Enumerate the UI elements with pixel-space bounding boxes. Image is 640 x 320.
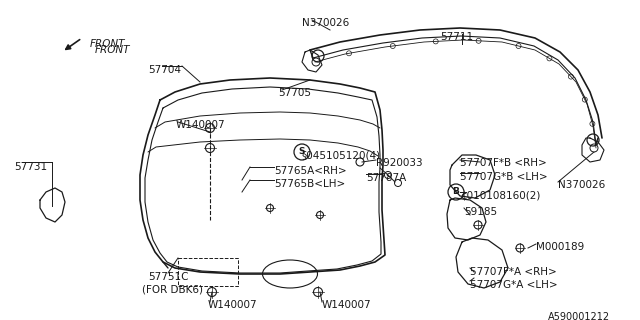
Text: §045105120(4): §045105120(4) [302, 150, 381, 160]
Text: W140007: W140007 [208, 300, 258, 310]
Text: (FOR DBK6): (FOR DBK6) [142, 284, 203, 294]
Text: A590001212: A590001212 [548, 312, 610, 320]
Text: 57707F*B <RH>: 57707F*B <RH> [460, 158, 547, 168]
Text: N370026: N370026 [558, 180, 605, 190]
Bar [178, 258, 238, 286]
Text: 57751C: 57751C [148, 272, 189, 282]
Text: R920033: R920033 [376, 158, 422, 168]
Text: B: B [452, 188, 460, 196]
Text: 57731: 57731 [14, 162, 47, 172]
Text: 57707F*A <RH>: 57707F*A <RH> [470, 267, 557, 277]
Text: 57707G*B <LH>: 57707G*B <LH> [460, 172, 548, 182]
Text: 57705: 57705 [278, 88, 311, 98]
Text: FRONT: FRONT [95, 45, 131, 55]
Text: N370026: N370026 [302, 18, 349, 28]
Text: 57765A<RH>: 57765A<RH> [274, 166, 347, 176]
Text: 57707G*A <LH>: 57707G*A <LH> [470, 280, 557, 290]
Text: S: S [299, 148, 305, 156]
Text: 57711: 57711 [440, 32, 473, 42]
Text: 59185: 59185 [464, 207, 497, 217]
Text: ¢010108160(2): ¢010108160(2) [460, 190, 540, 200]
Text: 57704: 57704 [148, 65, 181, 75]
Text: 57765B<LH>: 57765B<LH> [274, 179, 345, 189]
Text: 57787A: 57787A [366, 173, 406, 183]
Text: FRONT: FRONT [90, 39, 125, 49]
Text: W140007: W140007 [322, 300, 372, 310]
Text: M000189: M000189 [536, 242, 584, 252]
Text: W140007: W140007 [176, 120, 226, 130]
